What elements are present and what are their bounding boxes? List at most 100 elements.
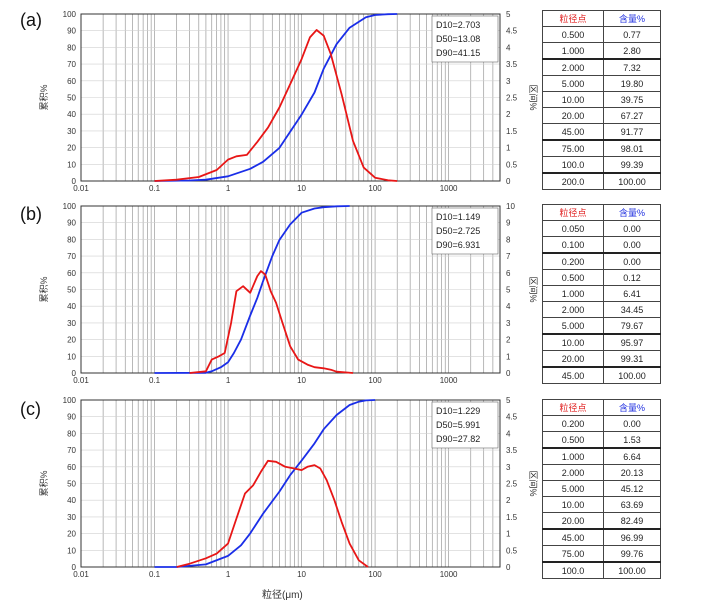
content-percent-cell: 19.80 [603, 75, 661, 92]
y-right-tick-label: 5 [506, 286, 511, 295]
particle-size-cell: 0.200 [542, 252, 604, 270]
table-row: 200.0 100.00 [542, 172, 661, 190]
table-row: 2.000 7.32 [542, 58, 661, 76]
table-header-cell: 粒径点 [542, 204, 604, 221]
y-right-tick-label: 6 [506, 269, 511, 278]
content-percent-cell: 0.00 [603, 252, 661, 270]
particle-size-cell: 10.00 [542, 333, 604, 351]
y-right-tick-label: 10 [506, 202, 515, 211]
y-left-tick-label: 20 [67, 144, 76, 153]
content-percent-cell: 63.69 [603, 496, 661, 513]
y-right-tick-label: 0 [506, 369, 511, 378]
y-right-tick-label: 4.5 [506, 413, 518, 422]
y-left-tick-label: 30 [67, 127, 76, 136]
table-row: 0.500 0.12 [542, 269, 661, 286]
particle-size-cell: 100.0 [542, 156, 604, 174]
y-left-tick-label: 0 [72, 177, 77, 186]
y-right-tick-label: 0.5 [506, 160, 518, 169]
particle-size-cell: 0.050 [542, 220, 604, 237]
table-row: 5.000 19.80 [542, 75, 661, 92]
table-row: 20.00 82.49 [542, 512, 661, 530]
y-right-tick-label: 8 [506, 235, 511, 244]
x-tick-label: 1000 [440, 376, 458, 385]
content-percent-cell: 0.00 [603, 236, 661, 254]
y-left-tick-label: 70 [67, 252, 76, 261]
y-right-tick-label: 0 [506, 563, 511, 572]
particle-size-cell: 100.0 [542, 561, 604, 579]
content-percent-cell: 34.45 [603, 301, 661, 318]
content-percent-cell: 95.97 [603, 333, 661, 351]
particle-size-cell: 45.00 [542, 123, 604, 141]
y-right-tick-label: 4 [506, 302, 511, 311]
content-percent-cell: 99.76 [603, 545, 661, 563]
interval-curve [176, 459, 369, 568]
y-left-tick-label: 90 [67, 219, 76, 228]
y-right-tick-label: 2 [506, 496, 511, 505]
table-row: 0.050 0.00 [542, 220, 661, 237]
size-table-c: 粒径点 含量% 0.200 0.00 0.500 1.53 1.000 6.64 2.000 20… [542, 399, 661, 579]
y-left-tick-label: 50 [67, 94, 76, 103]
table-row: 45.00 96.99 [542, 528, 661, 546]
x-tick-label: 0.01 [73, 376, 89, 385]
y-left-tick-label: 90 [67, 413, 76, 422]
table-header-cell: 含量% [603, 204, 661, 221]
y-right-tick-label: 1 [506, 144, 511, 153]
table-row: 2.000 34.45 [542, 301, 661, 318]
y-right-tick-label: 1 [506, 352, 511, 361]
plot-frame [80, 13, 501, 182]
table-row: 5.000 45.12 [542, 480, 661, 497]
y-right-tick-label: 7 [506, 252, 511, 261]
particle-size-cell: 2.000 [542, 58, 604, 76]
y-left-tick-label: 10 [67, 546, 76, 555]
content-percent-cell: 96.99 [603, 528, 661, 546]
content-percent-cell: 67.27 [603, 107, 661, 124]
particle-size-cell: 5.000 [542, 75, 604, 92]
particle-size-cell: 1.000 [542, 42, 604, 60]
table-header-cell: 粒径点 [542, 399, 604, 416]
particle-size-cell: 20.00 [542, 350, 604, 368]
content-percent-cell: 1.53 [603, 431, 661, 449]
y-right-tick-label: 4 [506, 429, 511, 438]
content-percent-cell: 99.39 [603, 156, 661, 174]
particle-size-cell: 1.000 [542, 447, 604, 465]
x-tick-label: 0.1 [149, 376, 161, 385]
particle-size-cell: 0.500 [542, 431, 604, 449]
y-left-tick-label: 80 [67, 235, 76, 244]
x-tick-label: 100 [368, 376, 382, 385]
table-row: 75.00 99.76 [542, 545, 661, 563]
panel-label-c: (c) [20, 399, 41, 419]
table-row: 100.0 99.39 [542, 156, 661, 174]
y-left-tick-label: 100 [63, 202, 77, 211]
y-right-tick-label: 2.5 [506, 94, 518, 103]
particle-size-cell: 45.00 [542, 366, 604, 384]
particle-size-cell: 1.000 [542, 285, 604, 302]
y-left-tick-label: 80 [67, 43, 76, 52]
table-row: 1.000 6.41 [542, 285, 661, 302]
table-row: 20.00 99.31 [542, 350, 661, 368]
y-right-axis-title: 区间% [528, 276, 539, 302]
particle-size-cell: 200.0 [542, 172, 604, 190]
table-header-row: 粒径点 含量% [542, 204, 661, 221]
particle-size-cell: 2.000 [542, 301, 604, 318]
y-right-tick-label: 2.5 [506, 480, 518, 489]
particle-size-cell: 0.500 [542, 26, 604, 43]
table-row: 10.00 63.69 [542, 496, 661, 513]
y-left-tick-label: 10 [67, 352, 76, 361]
y-right-tick-label: 5 [506, 396, 511, 405]
x-tick-label: 1000 [440, 184, 458, 193]
y-left-axis-title: 累积% [38, 470, 49, 496]
d-value-label: D90=27.82 [436, 434, 480, 444]
y-left-tick-label: 100 [63, 396, 77, 405]
panel-label-a: (a) [20, 10, 42, 30]
table-header-row: 粒径点 含量% [542, 399, 661, 416]
table-row: 1.000 2.80 [542, 42, 661, 60]
content-percent-cell: 6.41 [603, 285, 661, 302]
particle-size-cell: 5.000 [542, 480, 604, 497]
d-value-label: D90=41.15 [436, 48, 480, 58]
cumulative-curve [154, 399, 376, 568]
table-header-row: 粒径点 含量% [542, 10, 661, 27]
table-row: 45.00 91.77 [542, 123, 661, 141]
y-left-tick-label: 0 [72, 369, 77, 378]
y-right-tick-label: 0 [506, 177, 511, 186]
interval-curve [154, 29, 398, 182]
